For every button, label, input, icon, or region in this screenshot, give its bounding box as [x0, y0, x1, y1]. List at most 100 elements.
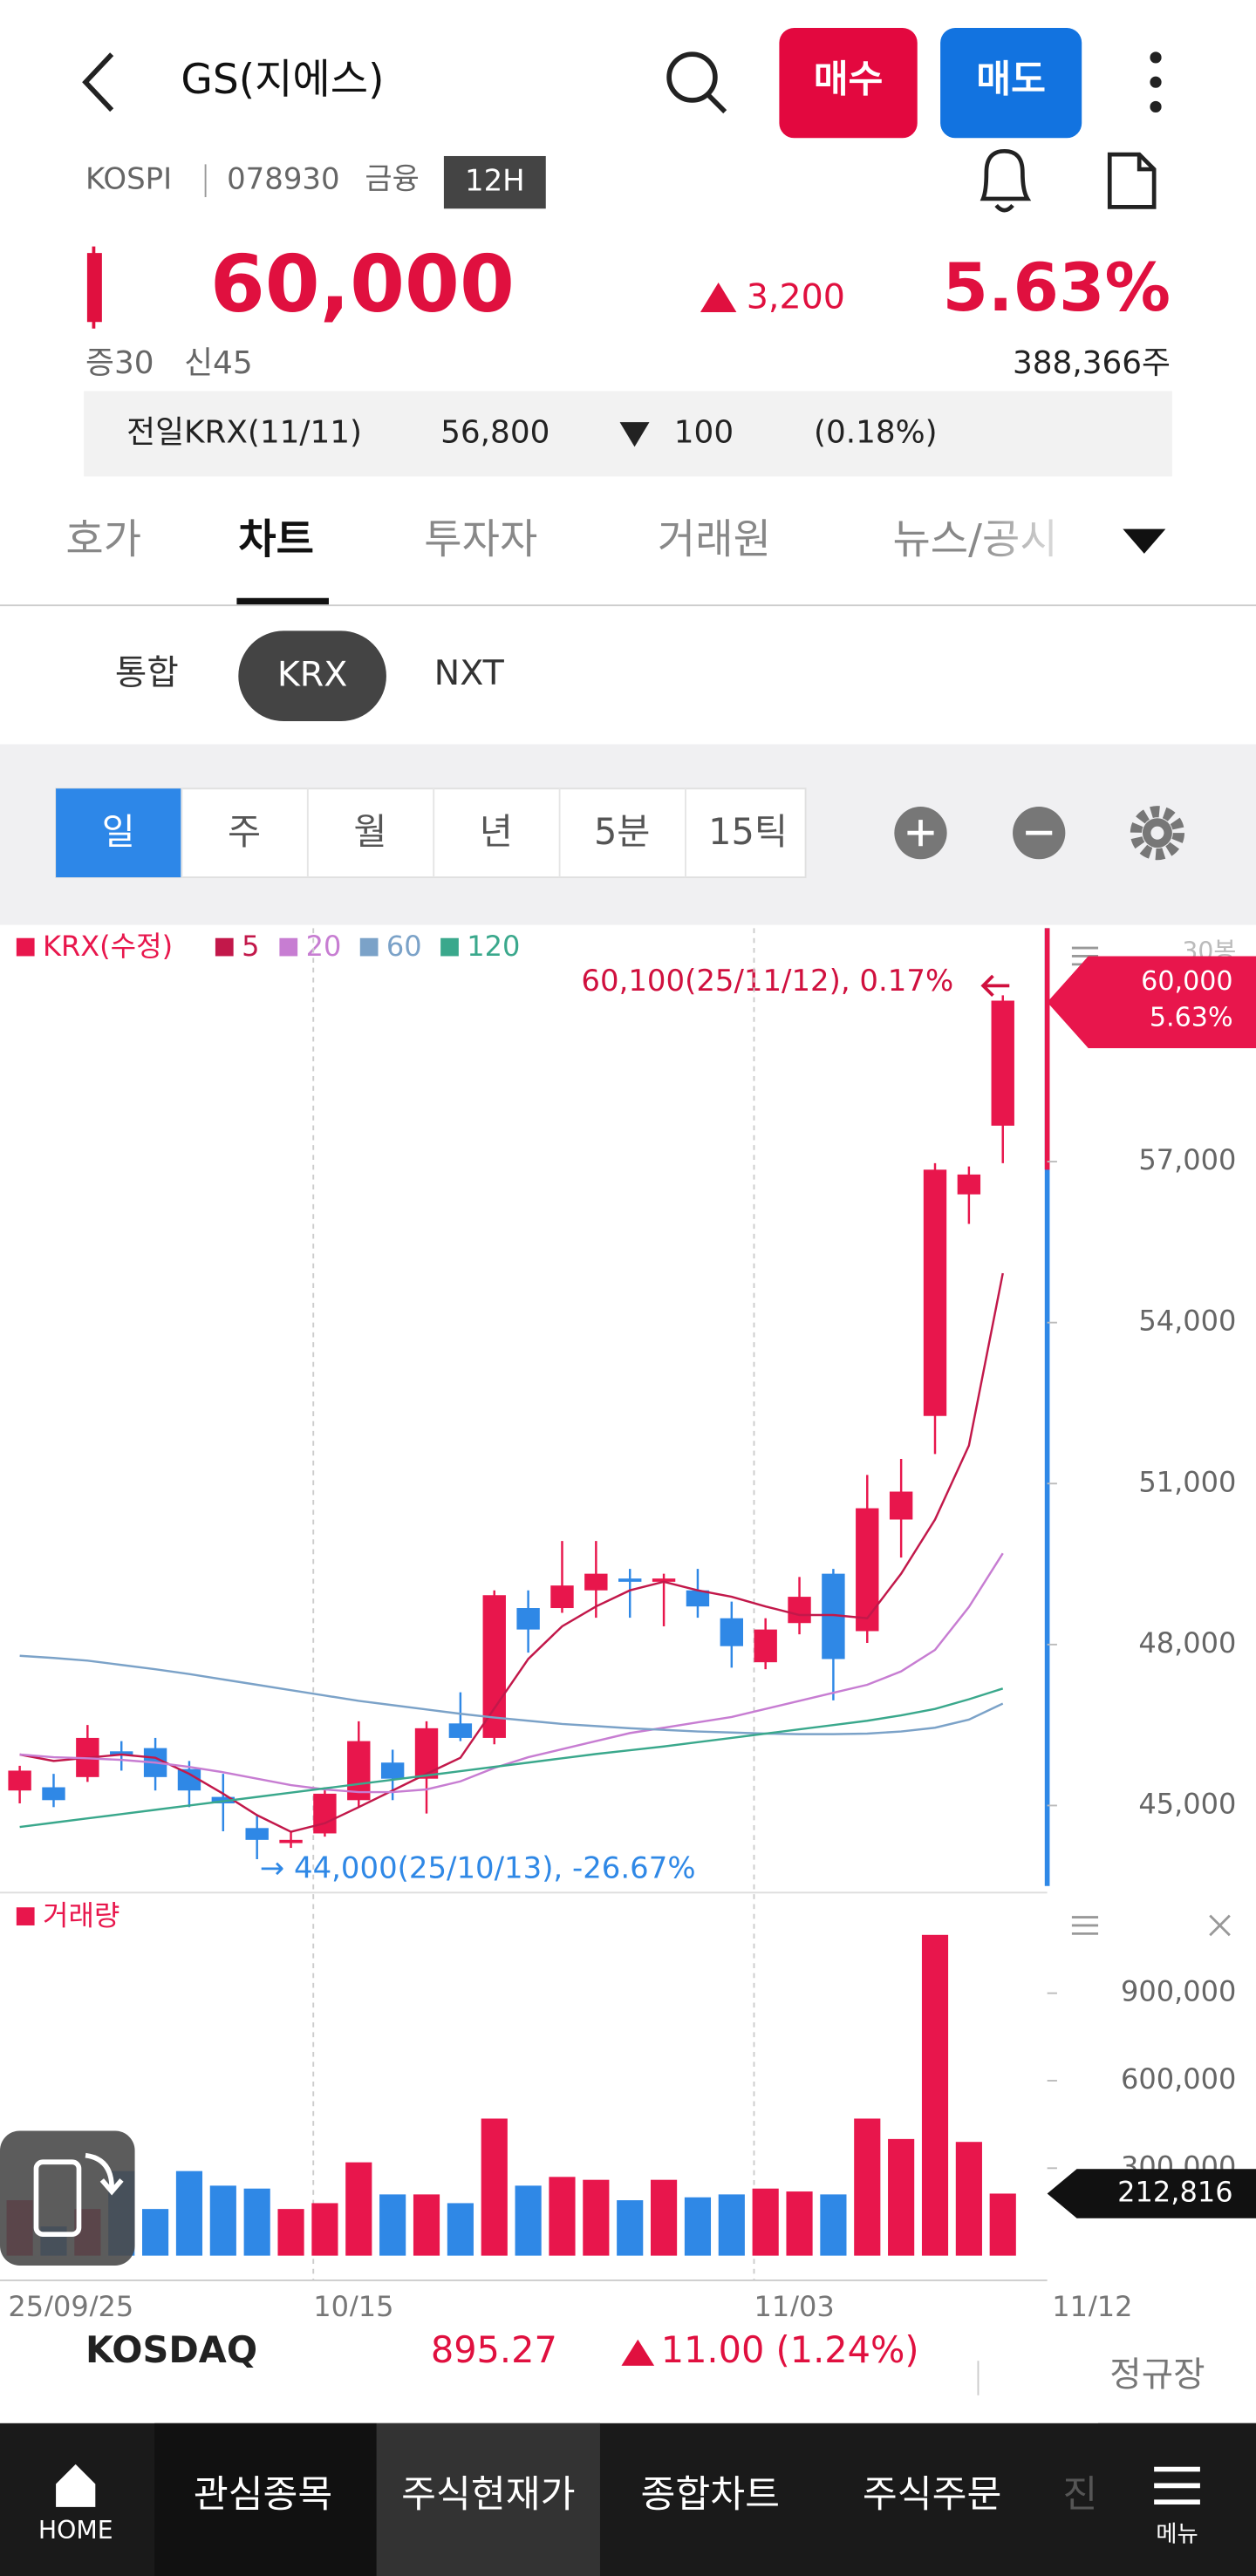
volume-bar [311, 2203, 338, 2256]
badge-label: 12H [465, 164, 525, 198]
ma-line [19, 1654, 1004, 1735]
nav-item[interactable]: 주식현재가 [401, 2473, 575, 2517]
home-icon[interactable] [56, 2464, 96, 2507]
sell-button[interactable] [940, 28, 1082, 139]
session: 정규장 [1109, 2355, 1205, 2395]
market-tab-pill[interactable] [238, 630, 386, 722]
tab[interactable]: 투자자 [424, 516, 537, 564]
price-candle [86, 253, 102, 323]
prev-rate: (0.18%) [814, 414, 938, 450]
legend-title: KRX(수정) [43, 930, 173, 963]
y-tick-label: 51,000 [1138, 1465, 1236, 1498]
volume-bar [955, 2142, 982, 2256]
volume-bar [413, 2194, 440, 2256]
volume-bar [752, 2188, 779, 2256]
prev-price: 56,800 [440, 414, 550, 450]
volume-bar [142, 2209, 169, 2256]
y-tick-label: 54,000 [1138, 1305, 1236, 1338]
tab-selected[interactable]: 차트 [238, 516, 314, 564]
last-price-tag [1047, 956, 1256, 1048]
legend-label: 60 [386, 930, 422, 963]
y-tick-label: 48,000 [1138, 1626, 1236, 1659]
market-tab[interactable]: 통합 [115, 653, 179, 693]
candle-body [957, 1174, 981, 1195]
market-tab[interactable]: NXT [434, 653, 505, 693]
volume-bar [277, 2209, 304, 2256]
nav-item[interactable]: 주식주문 [863, 2473, 1001, 2517]
volume-tag-label: 212,816 [1117, 2175, 1232, 2208]
period-tab[interactable]: 5분 [594, 811, 651, 853]
last-rate: 5.63% [1150, 1003, 1233, 1033]
buy-button[interactable] [779, 28, 918, 139]
legend-swatch [16, 1907, 35, 1925]
rotate-button[interactable] [0, 2130, 135, 2266]
settings[interactable] [1130, 806, 1185, 861]
candle-body [245, 1828, 269, 1840]
more-button[interactable] [1150, 51, 1162, 113]
nav-cell [154, 2423, 377, 2576]
volume-bar [379, 2194, 406, 2256]
volume-bar [481, 2118, 508, 2256]
candle-body [516, 1608, 540, 1630]
period-selected[interactable] [56, 788, 181, 878]
candle-body [482, 1595, 506, 1738]
back-button[interactable] [82, 52, 114, 112]
tab[interactable]: 호가 [65, 516, 141, 564]
index-name: KOSDAQ [85, 2329, 257, 2371]
legend-swatch [359, 937, 379, 957]
candle-body [889, 1491, 913, 1520]
nav-menu[interactable]: 메뉴 [1156, 2521, 1198, 2547]
nav-item[interactable]: 관심종목 [194, 2473, 332, 2517]
tab-underline [236, 597, 329, 605]
candle-body [686, 1590, 710, 1607]
tab[interactable]: 뉴스/공시 [892, 516, 1057, 564]
ma-line [19, 1687, 1004, 1829]
candle-body [720, 1618, 744, 1646]
candle-body [110, 1751, 133, 1755]
menu-icon[interactable] [1154, 2466, 1200, 2505]
down-arrow [619, 422, 650, 447]
alarm-button[interactable] [980, 148, 1032, 213]
nav-item[interactable]: 종합차트 [640, 2473, 779, 2517]
zoom-out[interactable] [1013, 807, 1066, 860]
period-tab[interactable]: 월 [353, 811, 386, 853]
market-tab-selected[interactable]: KRX [277, 655, 348, 695]
panel-close[interactable] [1209, 1914, 1231, 1937]
change-rate: 5.63% [942, 249, 1171, 326]
last-price: 60,000 [1141, 966, 1232, 997]
candle-body [584, 1573, 608, 1591]
candle-body [788, 1597, 811, 1624]
nav-home[interactable]: HOME [38, 2516, 113, 2545]
nav-item[interactable]: 진 [1062, 2473, 1097, 2517]
candle-body [380, 1762, 405, 1779]
credit-rate: 신45 [184, 345, 253, 381]
legend-label: 5 [242, 930, 259, 963]
candle-body [923, 1169, 947, 1416]
period-tab[interactable]: 주 [228, 811, 261, 853]
up-arrow [700, 283, 737, 312]
volume-bar [617, 2200, 644, 2256]
volume-bar [209, 2185, 236, 2256]
search-button[interactable] [666, 51, 727, 114]
legend-swatch [279, 937, 298, 957]
zoom-in[interactable] [894, 807, 947, 860]
period-tab[interactable]: 년 [480, 811, 513, 853]
tab[interactable]: 거래원 [658, 516, 771, 564]
y-tick-label: 900,000 [1121, 1975, 1236, 2008]
trade-volume: 388,366주 [1013, 345, 1171, 381]
memo-button[interactable] [1107, 152, 1157, 209]
index-change: 11.00 (1.24%) [661, 2329, 919, 2371]
tab-dropdown[interactable] [1123, 528, 1166, 554]
high-annotation: 60,100(25/11/12), 0.17% [581, 964, 953, 998]
candle-body [8, 1770, 31, 1791]
prev-label: 전일KRX(11/11) [126, 414, 362, 450]
period-tab[interactable]: 15틱 [708, 811, 788, 853]
panel-menu[interactable] [1071, 1916, 1099, 1935]
y-tick-label: 57,000 [1138, 1143, 1236, 1176]
prev-change: 100 [674, 414, 734, 450]
period-tab[interactable]: 일 [102, 811, 135, 853]
volume-tag [1047, 2169, 1256, 2218]
stock-title: GS(지에스) [181, 56, 384, 104]
